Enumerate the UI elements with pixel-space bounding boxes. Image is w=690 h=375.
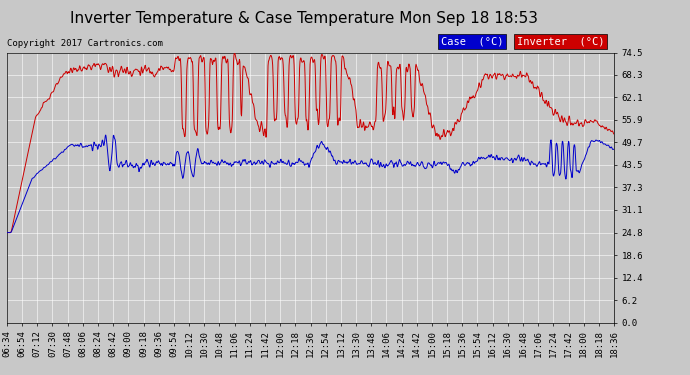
Text: Inverter  (°C): Inverter (°C) [517,37,604,47]
Text: Copyright 2017 Cartronics.com: Copyright 2017 Cartronics.com [7,39,163,48]
Text: Case  (°C): Case (°C) [441,37,504,47]
Text: Inverter Temperature & Case Temperature Mon Sep 18 18:53: Inverter Temperature & Case Temperature … [70,11,538,26]
